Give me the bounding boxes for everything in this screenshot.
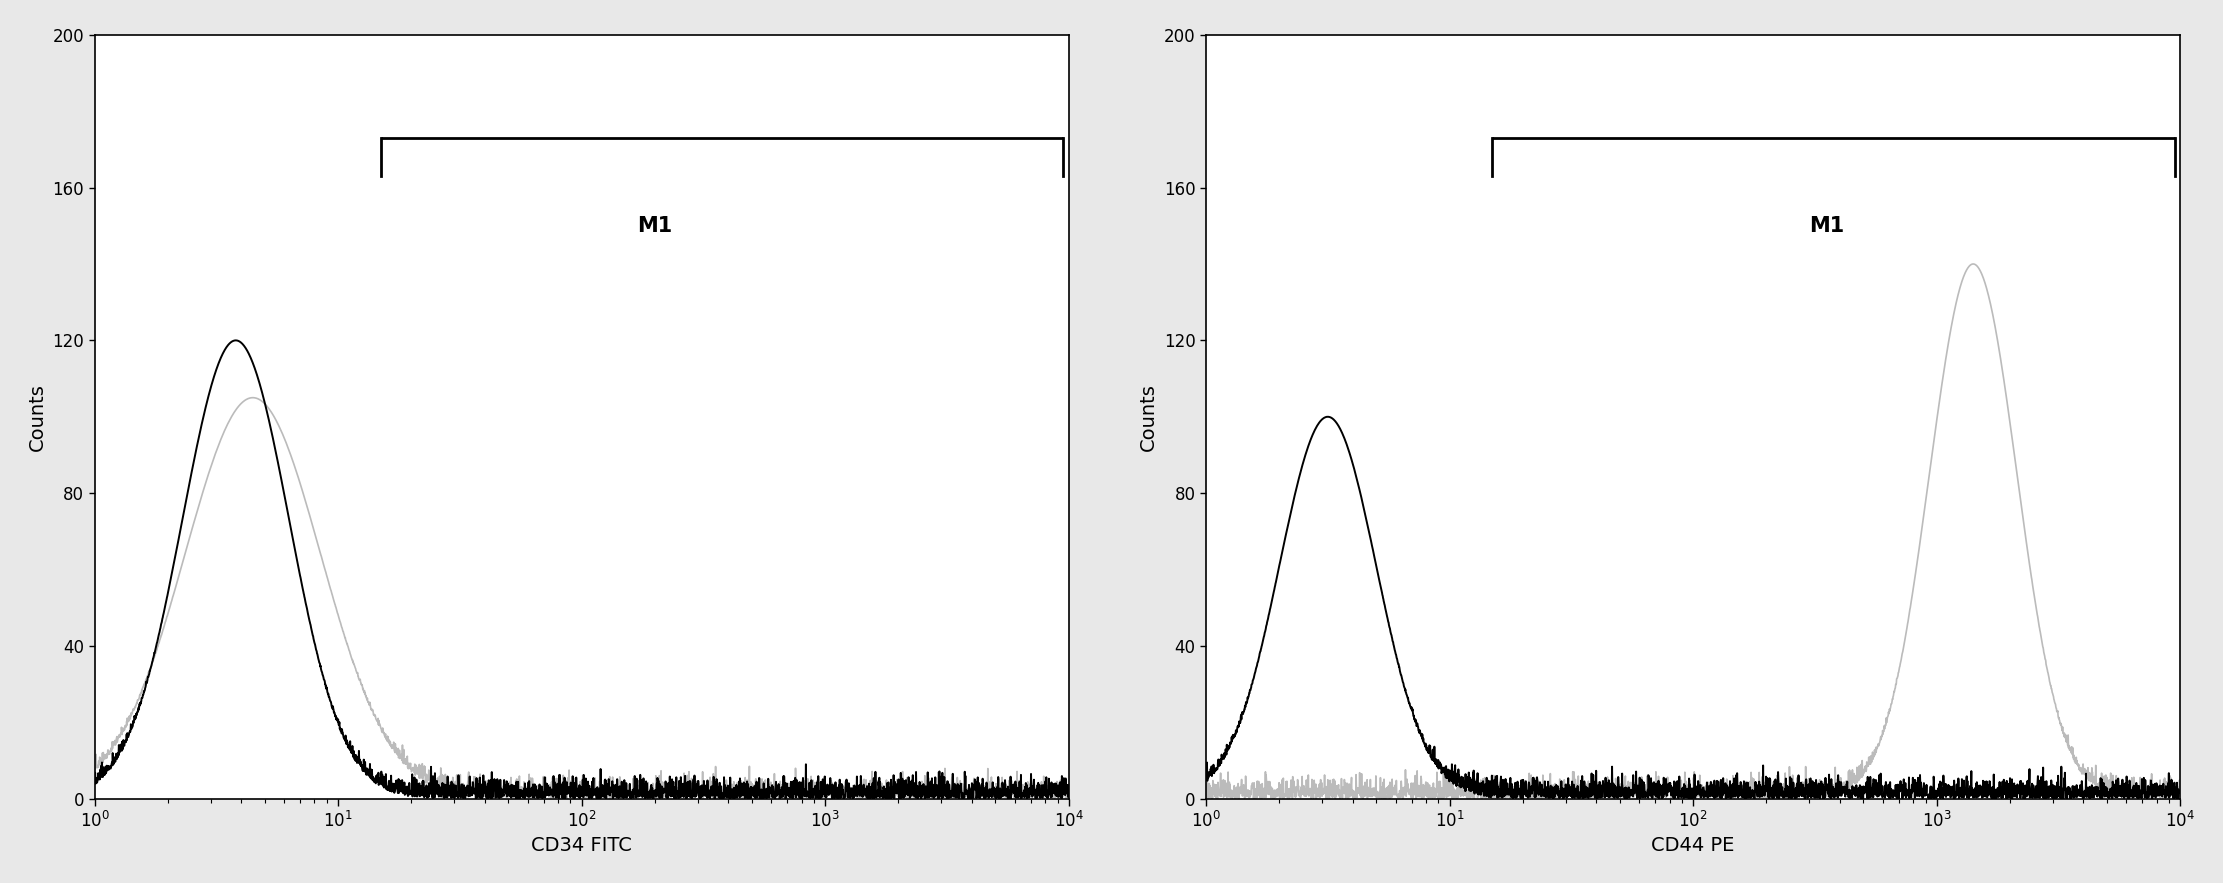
Text: M1: M1 xyxy=(638,215,671,236)
X-axis label: CD34 FITC: CD34 FITC xyxy=(531,836,631,856)
Y-axis label: Counts: Counts xyxy=(27,383,47,450)
X-axis label: CD44 PE: CD44 PE xyxy=(1652,836,1734,856)
Y-axis label: Counts: Counts xyxy=(1138,383,1158,450)
Text: M1: M1 xyxy=(1810,215,1845,236)
